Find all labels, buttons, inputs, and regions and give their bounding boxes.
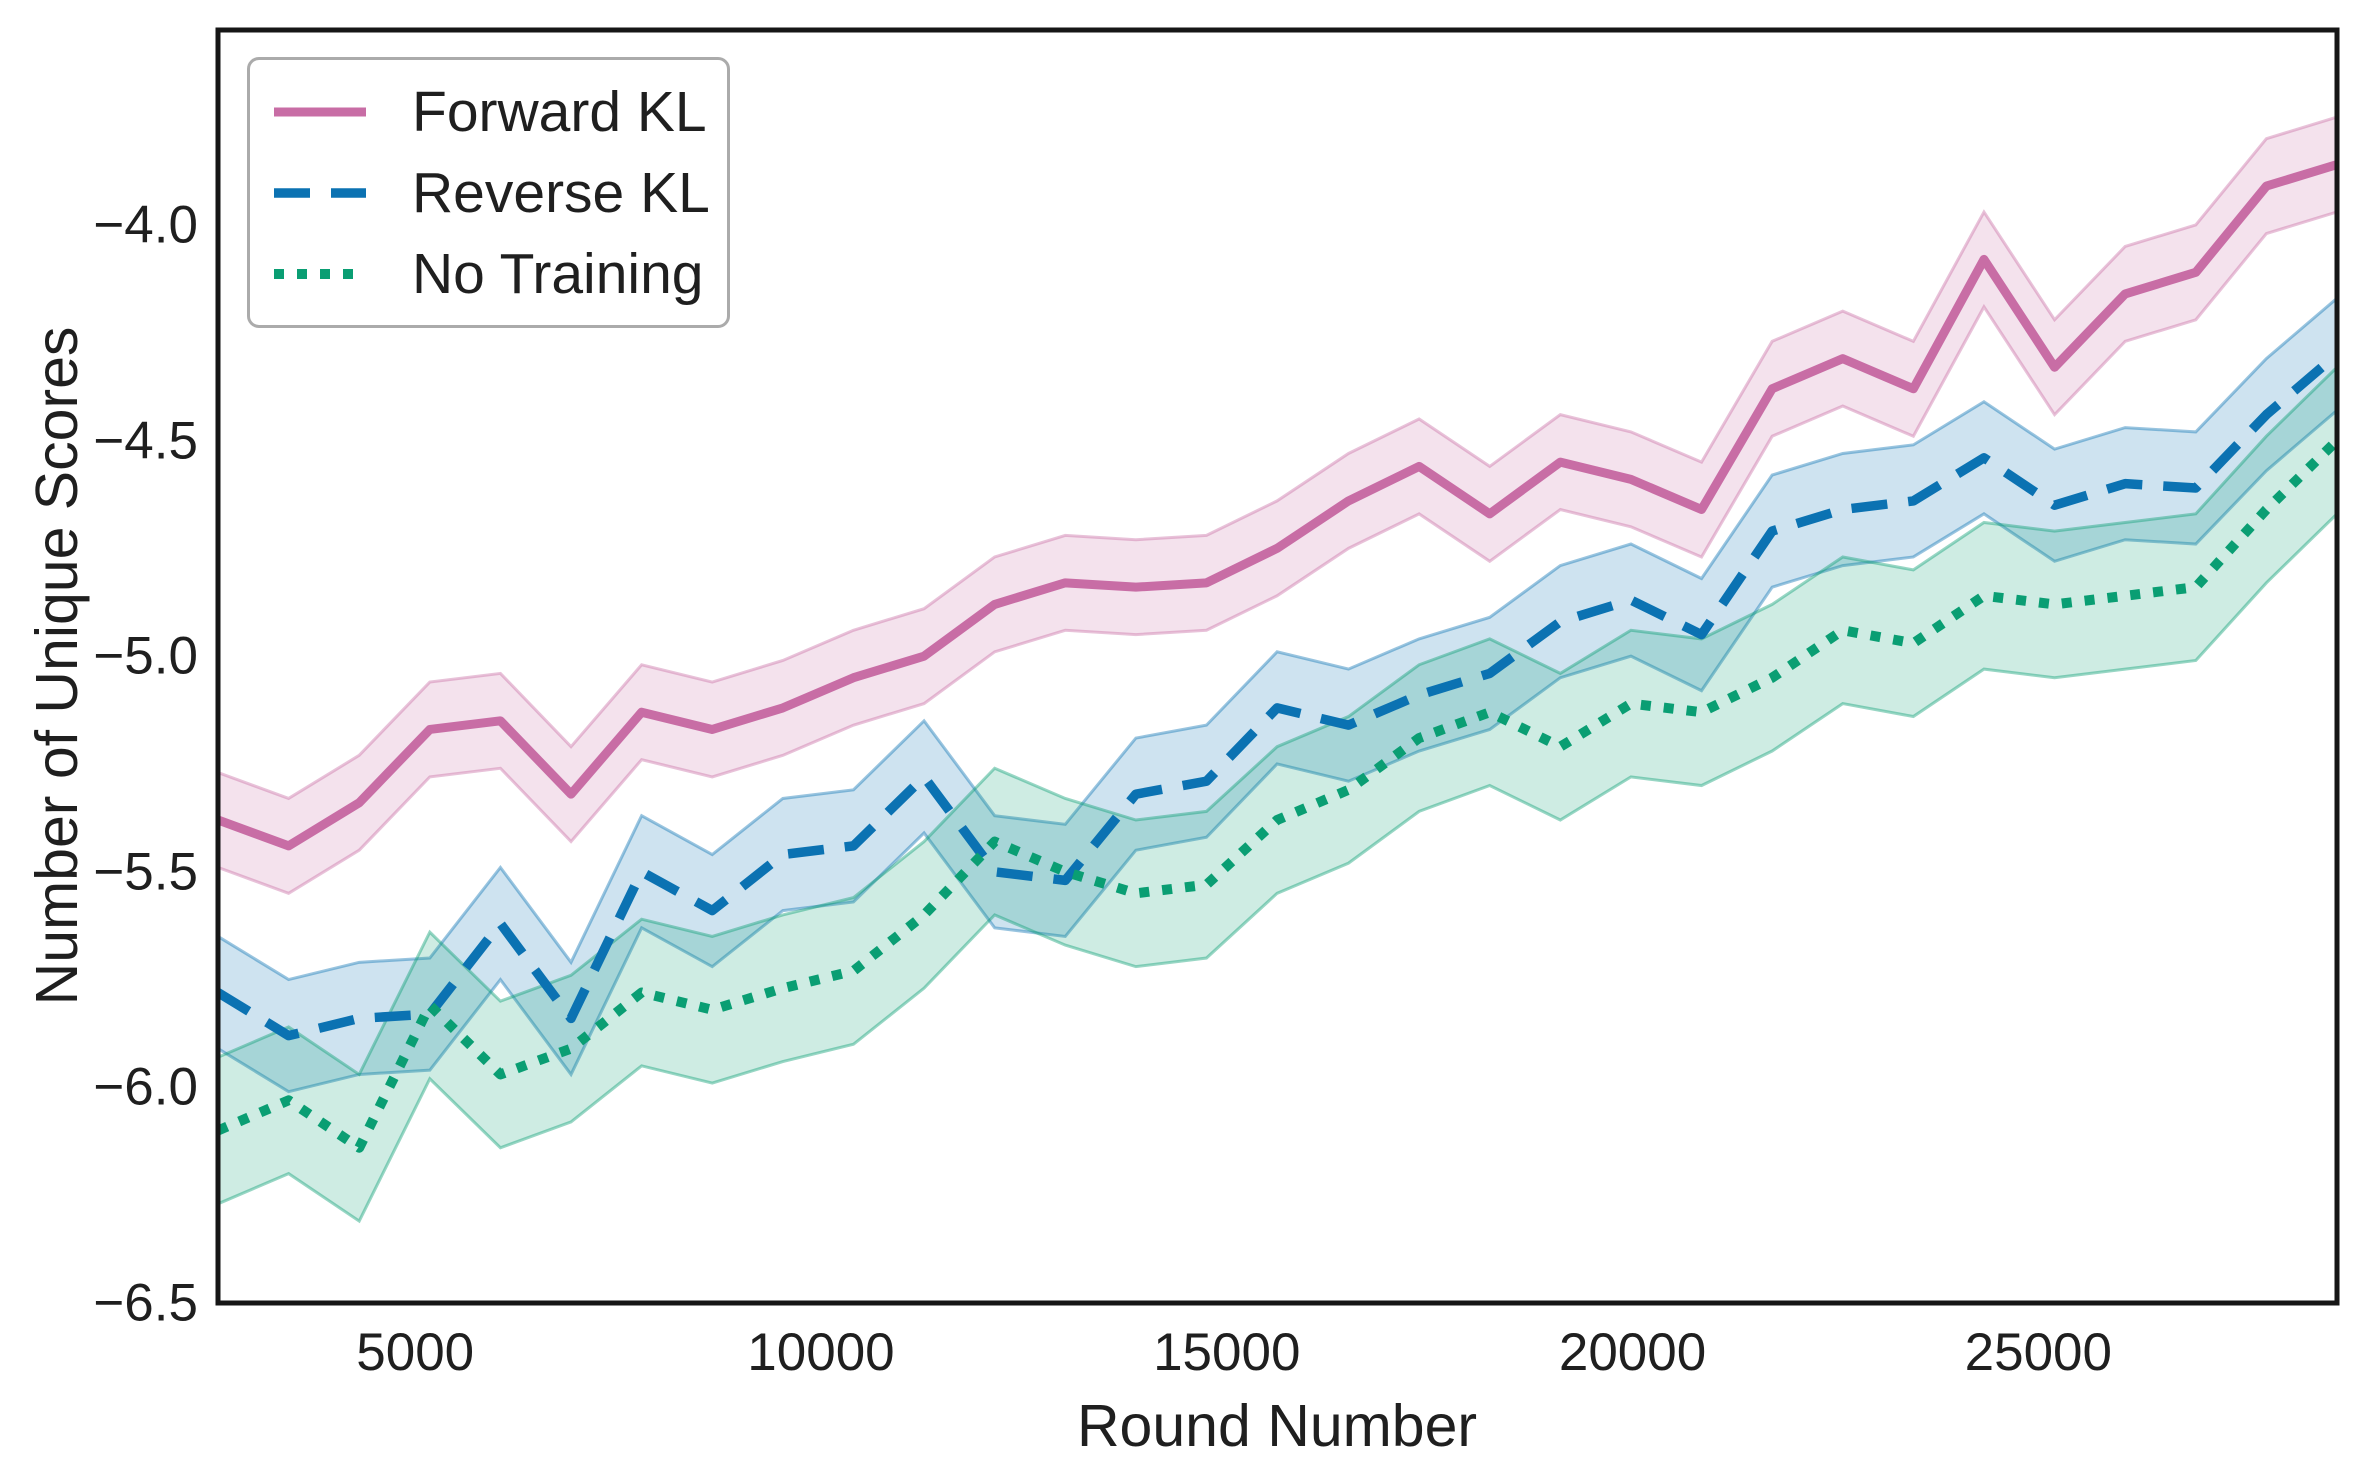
series-band-reverse-kl: [218, 296, 2337, 1094]
y-tick-label: −6.0: [93, 1057, 198, 1117]
legend-line-sample-reverse-kl: [274, 187, 366, 198]
y-tick-label: −5.5: [93, 842, 198, 902]
series-line-reverse-kl: [218, 350, 2337, 1041]
legend: Forward KL Reverse KL No Training: [247, 57, 730, 328]
series-band-no-training: [218, 365, 2337, 1224]
legend-line-sample-forward-kl: [274, 107, 366, 116]
y-tick-label: −4.5: [93, 411, 198, 471]
series-line-no-training: [218, 436, 2337, 1153]
x-tick-label: 20000: [1558, 1323, 1707, 1382]
y-tick-label: −4.0: [93, 195, 198, 255]
legend-item-reverse-kl: Reverse KL: [272, 152, 727, 233]
series-band-forward-kl: [218, 115, 2337, 895]
y-tick-label: −6.5: [93, 1273, 198, 1333]
axes-spines: [215, 27, 2340, 1306]
legend-label-forward-kl: Forward KL: [412, 79, 707, 144]
x-tick-label: 10000: [747, 1323, 895, 1382]
legend-item-forward-kl: Forward KL: [272, 71, 727, 152]
legend-item-no-training: No Training: [272, 233, 727, 314]
y-tick-label: −5.0: [93, 626, 198, 686]
x-tick-label: 5000: [356, 1323, 475, 1382]
x-tick-label: 15000: [1153, 1323, 1301, 1382]
series-line-forward-kl: [218, 160, 2337, 851]
legend-label-reverse-kl: Reverse KL: [412, 160, 710, 225]
legend-line-sample-no-training: [274, 268, 366, 279]
legend-label-no-training: No Training: [412, 241, 704, 306]
x-axis-label: Round Number: [1076, 1393, 1478, 1459]
x-tick-label: 25000: [1964, 1323, 2113, 1382]
